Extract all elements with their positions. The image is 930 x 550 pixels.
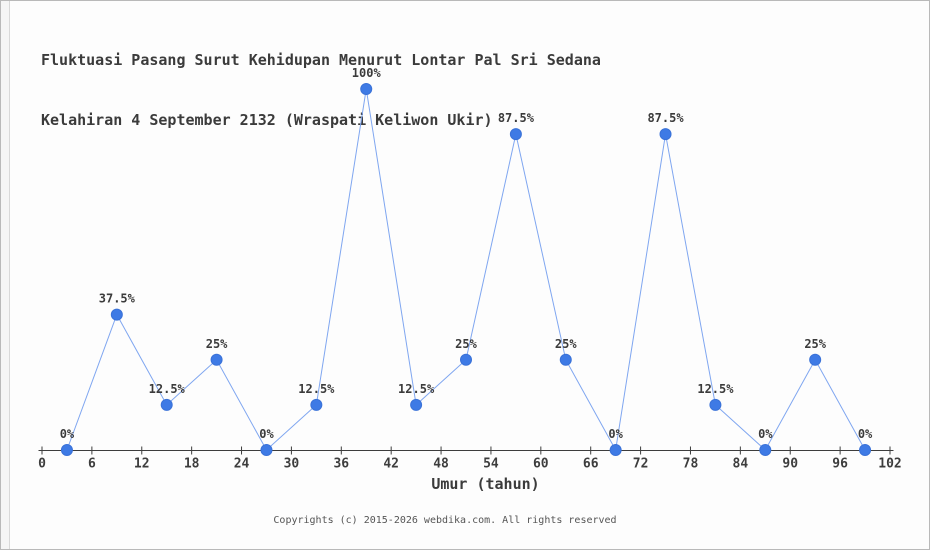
- data-point-label: 87.5%: [498, 111, 535, 125]
- data-point: [460, 353, 472, 366]
- x-axis-tick-label: 6: [88, 457, 96, 472]
- data-point-label: 25%: [555, 337, 577, 351]
- data-point-label: 25%: [455, 337, 477, 351]
- data-point: [509, 128, 522, 141]
- data-point-label: 100%: [352, 66, 382, 80]
- data-point-label: 25%: [206, 337, 228, 351]
- x-axis-tick-label: 90: [782, 457, 798, 472]
- data-point-label: 12.5%: [149, 382, 186, 396]
- data-point: [360, 83, 373, 95]
- data-point: [759, 444, 772, 456]
- x-axis-tick-label: 30: [284, 457, 300, 472]
- data-point: [859, 444, 872, 456]
- data-point: [160, 398, 173, 411]
- data-point: [210, 353, 223, 366]
- data-point: [559, 353, 572, 366]
- x-axis-tick-label: 0: [38, 457, 46, 472]
- data-point: [60, 444, 73, 456]
- data-point-label: 12.5%: [697, 382, 734, 396]
- x-axis-tick-label: 36: [333, 457, 349, 472]
- data-point: [310, 398, 323, 411]
- x-axis-tick-label: 78: [683, 457, 699, 472]
- x-axis-tick-label: 96: [832, 457, 848, 472]
- data-point-label: 25%: [804, 337, 826, 351]
- data-point-label: 0%: [858, 427, 873, 441]
- data-point: [709, 398, 722, 411]
- x-axis-tick-label: 84: [733, 457, 749, 472]
- data-point-label: 0%: [608, 427, 623, 441]
- data-point: [809, 353, 822, 366]
- x-axis-tick-label: 54: [483, 457, 499, 472]
- x-axis-tick-label: 66: [583, 457, 599, 472]
- data-point: [410, 398, 423, 411]
- data-point: [609, 444, 622, 456]
- data-point-label: 12.5%: [398, 382, 435, 396]
- data-point-label: 12.5%: [298, 382, 335, 396]
- x-axis-tick-label: 12: [134, 457, 150, 472]
- x-axis-tick-label: 42: [383, 457, 399, 472]
- x-axis-tick-label: 24: [234, 457, 250, 472]
- x-axis-title: Umur (tahun): [431, 475, 540, 493]
- x-axis-tick-label: 60: [533, 457, 549, 472]
- data-point-label: 87.5%: [647, 111, 684, 125]
- chart-title: Fluktuasi Pasang Surut Kehidupan Menurut…: [41, 10, 601, 170]
- chart-title-line1: Fluktuasi Pasang Surut Kehidupan Menurut…: [41, 51, 601, 69]
- x-axis-tick-label: 102: [878, 457, 901, 472]
- chart-title-line2: Kelahiran 4 September 2132 (Wraspati Kel…: [41, 111, 493, 129]
- data-point-label: 37.5%: [99, 292, 136, 306]
- x-axis-tick-label: 18: [184, 457, 200, 472]
- data-point-label: 0%: [259, 427, 274, 441]
- data-point: [659, 128, 672, 141]
- data-point: [260, 444, 273, 456]
- data-line: [66, 88, 866, 452]
- data-point-label: 0%: [60, 427, 75, 441]
- copyright-text: Copyrights (c) 2015-2026 webdika.com. Al…: [273, 515, 617, 526]
- x-axis-tick-label: 48: [433, 457, 449, 472]
- data-point-label: 0%: [758, 427, 773, 441]
- data-point: [110, 308, 123, 321]
- left-gutter: [1, 1, 10, 549]
- x-axis-tick-label: 72: [633, 457, 649, 472]
